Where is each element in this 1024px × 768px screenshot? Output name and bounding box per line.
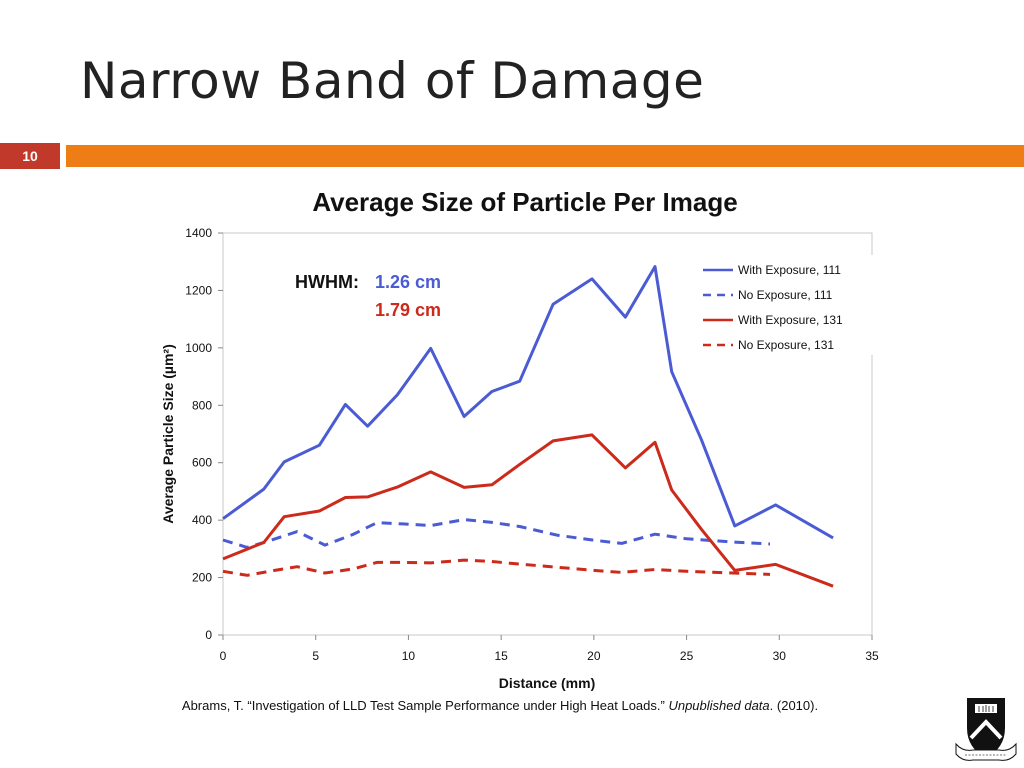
legend-label: With Exposure, 131 <box>738 313 843 327</box>
legend: With Exposure, 111 No Exposure, 111 With E… <box>703 263 843 352</box>
series-lines <box>222 265 834 588</box>
x-tick-label: 0 <box>220 649 227 663</box>
university-crest-logo <box>955 698 1017 761</box>
x-tick-label: 5 <box>312 649 319 663</box>
accent-bar <box>66 145 1024 167</box>
series-line-3 <box>222 433 834 588</box>
legend-label: With Exposure, 111 <box>738 263 841 277</box>
y-tick-label: 1000 <box>185 341 212 355</box>
y-tick-label: 0 <box>205 628 212 642</box>
x-tick-label: 10 <box>402 649 416 663</box>
legend-box <box>697 255 877 355</box>
y-axis-label: Average Particle Size (µm²) <box>160 344 176 524</box>
series-line-1 <box>222 265 834 540</box>
y-axis-ticks: 0 200 400 600 800 1000 1200 1400 <box>185 226 223 642</box>
y-tick-label: 800 <box>192 398 212 412</box>
slide-title: Narrow Band of Damage <box>80 52 705 110</box>
citation: Abrams, T. “Investigation of LLD Test Sa… <box>0 698 1000 713</box>
y-tick-label: 1400 <box>185 226 212 240</box>
y-tick-label: 400 <box>192 513 212 527</box>
y-tick-label: 1200 <box>185 283 212 297</box>
hwhm-label: HWHM: <box>295 272 359 292</box>
x-tick-label: 25 <box>680 649 694 663</box>
hwhm-value-blue: 1.26 cm <box>375 272 441 292</box>
citation-prefix: Abrams, T. “Investigation of LLD Test Sa… <box>181 698 669 713</box>
y-tick-label: 600 <box>192 456 212 470</box>
chart-title: Average Size of Particle Per Image <box>312 187 737 217</box>
x-tick-label: 15 <box>494 649 508 663</box>
x-axis-ticks: 0 5 10 15 20 25 30 35 <box>220 635 879 663</box>
x-axis-label: Distance (mm) <box>499 675 595 691</box>
citation-suffix: . (2010). <box>769 698 819 713</box>
citation-source: Unpublished data <box>668 698 770 713</box>
legend-label: No Exposure, 111 <box>738 288 833 302</box>
crest-ribbon <box>955 742 1017 761</box>
x-tick-label: 30 <box>773 649 787 663</box>
x-tick-label: 35 <box>865 649 879 663</box>
hwhm-value-red: 1.79 cm <box>375 300 441 320</box>
y-tick-label: 200 <box>192 571 212 585</box>
series-line-4 <box>222 558 771 577</box>
slide-number: 10 <box>0 143 60 169</box>
x-tick-label: 20 <box>587 649 601 663</box>
series-line-2 <box>222 518 771 549</box>
legend-label: No Exposure, 131 <box>738 338 834 352</box>
